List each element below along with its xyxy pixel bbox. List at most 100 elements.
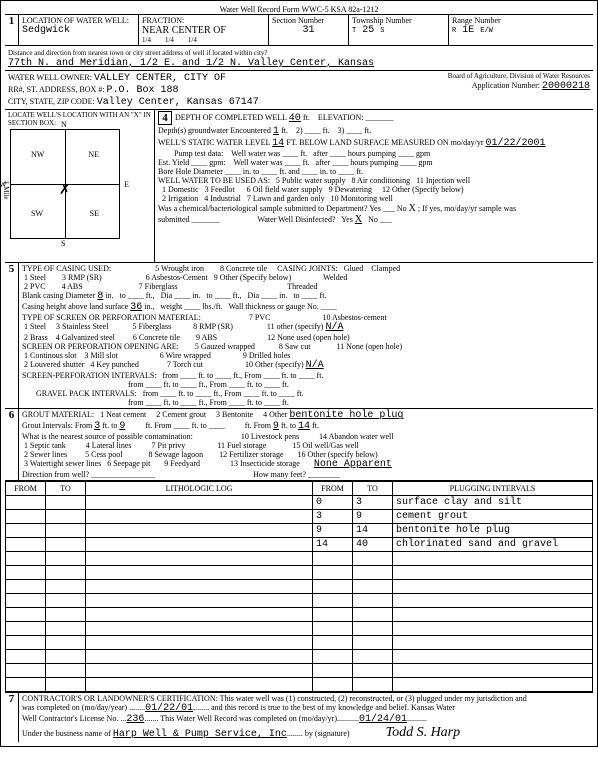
distance-row: Distance and direction from nearest town…	[5, 45, 593, 70]
compass-ne: NE	[88, 150, 99, 159]
compass-nw: NW	[31, 150, 44, 159]
cert-r2: was completed on (mo/day/year) ........0…	[22, 703, 590, 714]
disinfect-row: submitted _______ Water Well Disinfected…	[158, 214, 590, 225]
screen-r3: 2 Brass 4 Galvanized steel 6 Concrete ti…	[22, 333, 590, 342]
screen-r2: 1 Steel 3 Stainless Steel 5 Fiberglass 8…	[22, 322, 590, 333]
section-5: 5 TYPE OF CASING USED: 5 Wrought iron 8 …	[5, 262, 593, 408]
compass-s: S	[61, 239, 65, 248]
compass-n: N	[61, 120, 67, 129]
direction: Direction from well? ________________ Ho…	[22, 470, 590, 479]
perf-opening: SCREEN OR PERFORATION OPENING ARE: 5 Gau…	[22, 342, 590, 351]
table-row: 1440chlorinated sand and gravel	[6, 538, 593, 552]
gravel-intervals: GRAVEL PACK INTERVALS: from ____ ft. to …	[22, 389, 590, 398]
range-label: Range Number	[452, 16, 590, 25]
log-h-to2: TO	[353, 482, 393, 496]
log-h-to1: TO	[46, 482, 86, 496]
signature: Todd S. Harp	[386, 725, 461, 740]
board-label: Board of Agriculture, Division of Water …	[288, 72, 590, 80]
perf-int2: from ____ ft. to ____ ft., From ____ ft.…	[22, 380, 590, 389]
blank-casing: Blank casing Diameter 8 in. to ____ ft.,…	[22, 291, 590, 302]
perf-r3: 2 Louvered shutter 4 Key punched 7 Torch…	[22, 360, 590, 371]
log-table: FROMTOLITHOLOGIC LOGFROMTOPLUGGING INTER…	[5, 481, 593, 692]
township-label: Township Number	[352, 16, 445, 25]
table-row	[6, 650, 593, 664]
fraction-label: FRACTION:	[142, 16, 265, 25]
fraction-sub: 1/4 1/4 1/4	[142, 36, 265, 44]
table-row	[6, 580, 593, 594]
owner-row: WATER WELL OWNER: VALLEY CENTER, CITY OF	[8, 72, 282, 84]
city-row: CITY, STATE, ZIP CODE: Valley Center, Ka…	[8, 96, 282, 108]
section-7: 7 CONTRACTOR'S OR LANDOWNER'S CERTIFICAT…	[5, 692, 593, 742]
locbox-label: LOCATE WELL'S LOCATION WITH AN "X" IN SE…	[8, 111, 151, 127]
log-h-plug: PLUGGING INTERVALS	[393, 482, 593, 496]
static-row: WELL'S STATIC WATER LEVEL 14 FT. BELOW L…	[158, 137, 590, 149]
compass-sw: SW	[31, 209, 43, 218]
compass-se: SE	[90, 209, 99, 218]
used-row2: 1 Domestic 3 Feedlot 6 Oil field water s…	[158, 185, 590, 194]
table-row	[6, 636, 593, 650]
est-yield-row: Est. Yield ____ gpm: Well water was ____…	[158, 158, 590, 167]
table-row	[6, 678, 593, 692]
appnum-row: Application Number: 20000218	[288, 80, 590, 92]
table-row	[6, 608, 593, 622]
loc-and-sec4: LOCATE WELL'S LOCATION WITH AN "X" IN SE…	[5, 109, 593, 262]
table-row: 914bentonite hole plug	[6, 524, 593, 538]
casing-r3: 2 PVC 4 ABS 7 Fiberglass Threaded	[22, 282, 590, 291]
table-row	[6, 622, 593, 636]
used-row3: 2 Irrigation 4 Industrial 7 Lawn and gar…	[158, 194, 590, 203]
casing-used: TYPE OF CASING USED: 5 Wrought iron 8 Co…	[22, 264, 590, 273]
mile-label: 1 Mile	[2, 181, 10, 199]
sec-num-1: 1	[5, 15, 19, 45]
sec-num-5: 5	[5, 263, 19, 408]
fraction-value: NEAR CENTER OF	[142, 25, 265, 36]
contam-r3: 2 Sewer lines 5 Cess pool 8 Sewage lagoo…	[22, 450, 590, 459]
depth-row: DEPTH OF COMPLETED WELL 40 ft. ELEVATION…	[172, 111, 590, 125]
pump-test-row: Pump test data: Well water was ____ ft. …	[158, 149, 590, 158]
county-label: LOCATION OF WATER WELL:	[22, 16, 135, 25]
casing-height: Casing height above land surface 36 in.,…	[22, 302, 590, 313]
contam-r2: 1 Septic tank 4 Lateral lines 7 Pit priv…	[22, 441, 590, 450]
table-row: 39cement grout	[6, 510, 593, 524]
section-6: 6 GROUT MATERIAL: 1 Neat cement 2 Cement…	[5, 408, 593, 480]
distance-value: 77th N. and Meridian, 1/2 E. and 1/2 N. …	[8, 58, 374, 69]
form-header: Water Well Record Form WWC-5 KSA 82a-121…	[5, 5, 593, 14]
contam-r4: 3 Watertight sewer lines 6 Seepage pit 9…	[22, 459, 590, 470]
log-h-lith: LITHOLOGIC LOG	[86, 482, 313, 496]
form-page: Water Well Record Form WWC-5 KSA 82a-121…	[0, 0, 598, 747]
table-row	[6, 566, 593, 580]
used-as-label: WELL WATER TO BE USED AS: 5 Public water…	[158, 176, 590, 185]
grout-mat: GROUT MATERIAL: 1 Neat cement 2 Cement g…	[22, 410, 590, 421]
log-h-from2: FROM	[313, 482, 353, 496]
table-row	[6, 594, 593, 608]
distance-label: Distance and direction from nearest town…	[8, 49, 268, 57]
cert-r4: Under the business name of Harp Well & P…	[22, 725, 590, 741]
log-h-from1: FROM	[6, 482, 46, 496]
casing-r2: 1 Steel 3 RMP (SR) 6 Asbestos-Cement 9 O…	[22, 273, 590, 282]
section-1-header: 1 LOCATION OF WATER WELL: Sedgwick FRACT…	[5, 14, 593, 45]
owner-block: WATER WELL OWNER: VALLEY CENTER, CITY OF…	[5, 70, 593, 109]
chem-row: Was a chemical/bacteriological sample su…	[158, 203, 590, 214]
compass-e: E	[124, 180, 129, 189]
section-label: Section Number	[272, 16, 345, 25]
sec-num-6: 6	[5, 409, 19, 480]
table-row	[6, 552, 593, 566]
addr-row: RR#, ST. ADDRESS, BOX #: P.O. Box 188	[8, 84, 282, 96]
table-row	[6, 664, 593, 678]
bore-row: Bore Hole Diameter ____ in. to ____ ft. …	[158, 167, 590, 176]
township-value: T 25 S	[352, 25, 445, 36]
x-mark: ✗	[59, 182, 71, 199]
county-value: Sedgwick	[22, 25, 135, 36]
sec-num-7: 7	[5, 693, 19, 742]
sec-num-4: 4	[158, 111, 172, 125]
section-value: 31	[272, 25, 345, 36]
depths-enc-row: Depth(s) groundwater Encountered 1 ft. 2…	[158, 125, 590, 137]
cert-r3: Well Contractor's License No. ...236....…	[22, 714, 590, 725]
location-box: N S W E NW NE SW SE ✗	[10, 129, 120, 239]
grout-int: Grout Intervals: From 3 ft. to 9 ft. Fro…	[22, 421, 590, 432]
range-value: R 1E E/W	[452, 25, 590, 36]
gravel-int2: from ____ ft. to ____ ft., From ____ ft.…	[22, 398, 590, 407]
perf-intervals: SCREEN-PERFORATION INTERVALS: from ____ …	[22, 371, 590, 380]
contam-src: What is the nearest source of possible c…	[22, 432, 590, 441]
table-row: 03surface clay and silt	[6, 496, 593, 510]
log-section: FROMTOLITHOLOGIC LOGFROMTOPLUGGING INTER…	[5, 480, 593, 692]
